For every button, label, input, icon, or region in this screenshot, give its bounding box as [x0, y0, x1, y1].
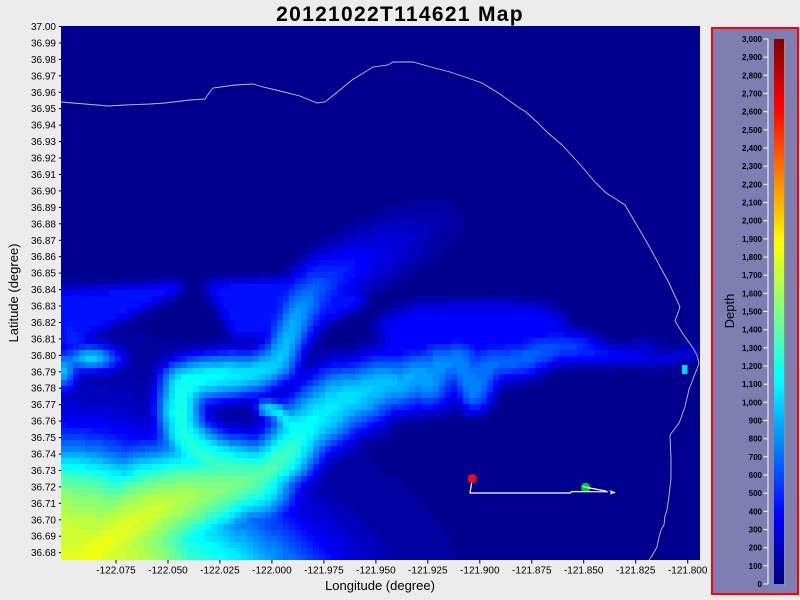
svg-text:36.85: 36.85 [31, 269, 56, 280]
svg-text:36.84: 36.84 [31, 285, 56, 296]
svg-text:36.86: 36.86 [31, 252, 56, 263]
svg-text:2,000: 2,000 [742, 217, 763, 226]
svg-text:3,000: 3,000 [742, 35, 763, 44]
svg-text:36.88: 36.88 [31, 219, 56, 230]
svg-text:36.89: 36.89 [31, 203, 56, 214]
svg-text:800: 800 [749, 435, 763, 444]
svg-text:36.68: 36.68 [31, 548, 56, 559]
svg-text:36.69: 36.69 [31, 532, 56, 543]
svg-text:36.75: 36.75 [31, 433, 56, 444]
svg-text:36.78: 36.78 [31, 384, 56, 395]
svg-text:2,100: 2,100 [742, 199, 763, 208]
svg-text:36.81: 36.81 [31, 334, 56, 345]
svg-text:36.72: 36.72 [31, 482, 56, 493]
svg-text:200: 200 [749, 544, 763, 553]
svg-text:1,000: 1,000 [742, 398, 763, 407]
svg-text:-122.025: -122.025 [200, 566, 240, 577]
svg-text:900: 900 [749, 417, 763, 426]
svg-text:1,400: 1,400 [742, 326, 763, 335]
svg-text:36.91: 36.91 [31, 170, 56, 181]
svg-text:36.80: 36.80 [31, 351, 56, 362]
svg-text:37.00: 37.00 [31, 22, 56, 33]
svg-text:36.93: 36.93 [31, 137, 56, 148]
svg-text:-121.925: -121.925 [408, 566, 448, 577]
svg-text:36.76: 36.76 [31, 417, 56, 428]
svg-text:-121.850: -121.850 [564, 566, 604, 577]
svg-text:100: 100 [749, 562, 763, 571]
svg-text:1,900: 1,900 [742, 235, 763, 244]
svg-text:1,100: 1,100 [742, 380, 763, 389]
svg-text:1,600: 1,600 [742, 289, 763, 298]
svg-text:Latitude (degree): Latitude (degree) [6, 243, 21, 342]
svg-text:300: 300 [749, 526, 763, 535]
svg-text:36.82: 36.82 [31, 318, 56, 329]
svg-text:400: 400 [749, 507, 763, 516]
svg-text:2,200: 2,200 [742, 180, 763, 189]
svg-text:36.77: 36.77 [31, 400, 56, 411]
svg-text:-121.800: -121.800 [668, 566, 708, 577]
svg-text:Longitude (degree): Longitude (degree) [325, 578, 435, 593]
svg-text:1,200: 1,200 [742, 362, 763, 371]
svg-text:36.95: 36.95 [31, 104, 56, 115]
svg-text:-122.075: -122.075 [96, 566, 136, 577]
svg-text:1,700: 1,700 [742, 271, 763, 280]
svg-text:36.90: 36.90 [31, 186, 56, 197]
svg-text:36.94: 36.94 [31, 121, 56, 132]
svg-text:2,300: 2,300 [742, 162, 763, 171]
svg-text:-121.875: -121.875 [512, 566, 552, 577]
svg-text:20121022T114621 Map: 20121022T114621 Map [276, 3, 524, 26]
svg-text:-122.000: -122.000 [252, 566, 292, 577]
svg-text:36.87: 36.87 [31, 236, 56, 247]
svg-text:36.74: 36.74 [31, 450, 56, 461]
svg-text:-121.950: -121.950 [356, 566, 396, 577]
svg-text:600: 600 [749, 471, 763, 480]
svg-text:700: 700 [749, 453, 763, 462]
svg-text:2,800: 2,800 [742, 71, 763, 80]
svg-text:-121.825: -121.825 [616, 566, 656, 577]
svg-text:36.71: 36.71 [31, 499, 56, 510]
svg-text:2,500: 2,500 [742, 126, 763, 135]
svg-text:36.98: 36.98 [31, 55, 56, 66]
svg-text:2,700: 2,700 [742, 90, 763, 99]
svg-text:1,300: 1,300 [742, 344, 763, 353]
svg-text:36.97: 36.97 [31, 71, 56, 82]
svg-text:36.79: 36.79 [31, 367, 56, 378]
svg-text:1,800: 1,800 [742, 253, 763, 262]
svg-text:36.83: 36.83 [31, 302, 56, 313]
svg-text:36.92: 36.92 [31, 154, 56, 165]
svg-text:2,600: 2,600 [742, 108, 763, 117]
svg-text:1,500: 1,500 [742, 308, 763, 317]
svg-text:-122.050: -122.050 [148, 566, 188, 577]
svg-text:36.99: 36.99 [31, 38, 56, 49]
svg-text:-121.900: -121.900 [460, 566, 500, 577]
svg-text:0: 0 [758, 580, 763, 589]
svg-text:36.70: 36.70 [31, 515, 56, 526]
svg-text:36.73: 36.73 [31, 466, 56, 477]
svg-text:2,400: 2,400 [742, 144, 763, 153]
svg-text:Depth: Depth [722, 294, 737, 329]
svg-text:36.96: 36.96 [31, 88, 56, 99]
svg-text:500: 500 [749, 489, 763, 498]
svg-text:-121.975: -121.975 [304, 566, 344, 577]
svg-text:2,900: 2,900 [742, 53, 763, 62]
